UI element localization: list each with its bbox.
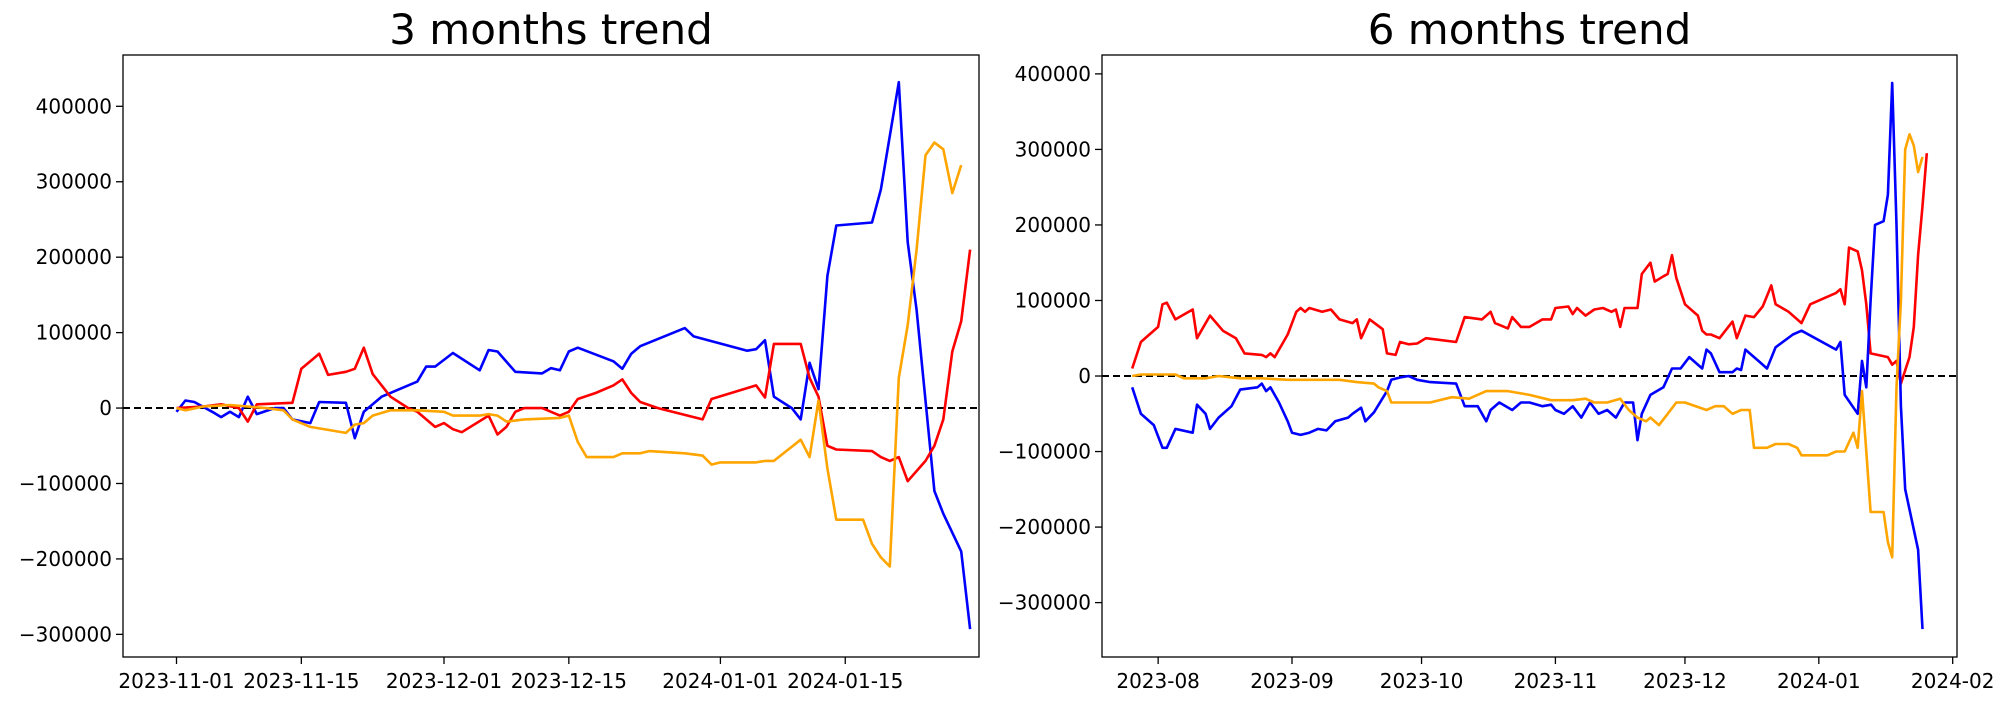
series-line-1 [175, 80, 972, 630]
y-tick-label: −300000 [19, 622, 112, 646]
y-tick-label: 400000 [36, 94, 112, 118]
x-tick-label: 2023-11-15 [243, 669, 359, 693]
chart-1: 3 months trend −300000 −200000 −100000 0 1000… [19, 5, 980, 693]
y-tick-label: 200000 [36, 245, 112, 269]
x-tick-label: 2023-10 [1380, 669, 1464, 693]
x-tick-label: 2024-01 [1777, 669, 1861, 693]
y-tick-label: −200000 [998, 515, 1091, 539]
x-tick-label: 2023-12 [1643, 669, 1727, 693]
series-line-2 [1130, 81, 1924, 630]
chart-2: 6 months trend −300000 −200000 −100000 0 1000… [998, 5, 1995, 693]
plot-frame [1101, 54, 1958, 658]
y-tick-label: 300000 [1015, 137, 1091, 161]
series-line-2 [176, 249, 972, 483]
y-tick-label: −100000 [19, 471, 112, 495]
x-tick-label: 2023-08 [1116, 669, 1200, 693]
x-tick-label: 2024-01-01 [662, 669, 778, 693]
series-line-1 [1130, 153, 1929, 385]
y-tick-label: 100000 [36, 321, 112, 345]
y-tick-label: 200000 [1015, 213, 1091, 237]
x-tick-label: 2023-12-01 [386, 669, 502, 693]
x-tick-label: 2023-12-15 [511, 669, 627, 693]
y-tick-label: 400000 [1015, 62, 1091, 86]
plot-frame [122, 54, 980, 658]
x-tick-label: 2023-09 [1250, 669, 1334, 693]
y-tick-label: −300000 [998, 591, 1091, 615]
x-tick-label: 2024-01-15 [787, 669, 903, 693]
y-tick-label: −200000 [19, 547, 112, 571]
chart-title: 3 months trend [389, 5, 713, 54]
x-tick-label: 2023-11-01 [118, 669, 234, 693]
y-tick-label: 300000 [36, 170, 112, 194]
chart-title: 6 months trend [1368, 5, 1692, 54]
x-tick-label: 2024-02 [1911, 669, 1995, 693]
y-tick-label: 100000 [1015, 288, 1091, 312]
series-line-3 [176, 141, 963, 568]
y-tick-label: 0 [99, 396, 112, 420]
y-tick-label: 0 [1078, 364, 1091, 388]
x-tick-label: 2023-11 [1514, 669, 1598, 693]
series-line-3 [1131, 133, 1924, 559]
y-tick-label: −100000 [998, 440, 1091, 464]
